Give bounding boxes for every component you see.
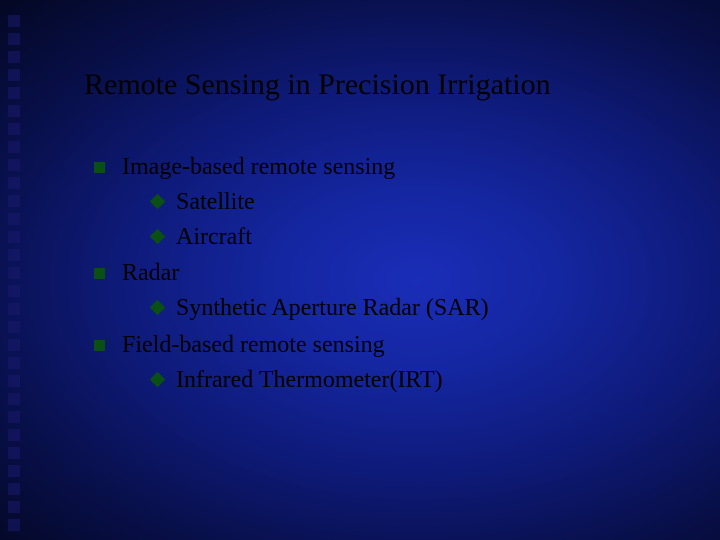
sub-list: Synthetic Aperture Radar (SAR)	[122, 291, 680, 326]
slide: Remote Sensing in Precision Irrigation I…	[0, 0, 720, 540]
sub-list: Satellite Aircraft	[122, 185, 680, 255]
sub-list-item-label: Satellite	[176, 189, 255, 215]
slide-title: Remote Sensing in Precision Irrigation	[84, 68, 680, 102]
list-item-label: Field-based remote sensing	[122, 332, 385, 358]
list-item-label: Image-based remote sensing	[122, 154, 395, 180]
bullet-list: Image-based remote sensing Satellite Aircr…	[88, 150, 680, 398]
sub-list-item: Infrared Thermometer(IRT)	[146, 363, 680, 398]
sub-list-item-label: Synthetic Aperture Radar (SAR)	[176, 295, 489, 321]
slide-body: Image-based remote sensing Satellite Aircr…	[88, 150, 680, 398]
sub-list-item: Synthetic Aperture Radar (SAR)	[146, 291, 680, 326]
list-item: Field-based remote sensing Infrared Therm…	[88, 328, 680, 398]
sub-list: Infrared Thermometer(IRT)	[122, 363, 680, 398]
list-item: Radar Synthetic Aperture Radar (SAR)	[88, 256, 680, 326]
sub-list-item: Aircraft	[146, 220, 680, 255]
sub-list-item-label: Infrared Thermometer(IRT)	[176, 367, 443, 393]
sub-list-item-label: Aircraft	[176, 224, 252, 250]
list-item-label: Radar	[122, 260, 179, 286]
list-item: Image-based remote sensing Satellite Aircr…	[88, 150, 680, 254]
sub-list-item: Satellite	[146, 185, 680, 220]
